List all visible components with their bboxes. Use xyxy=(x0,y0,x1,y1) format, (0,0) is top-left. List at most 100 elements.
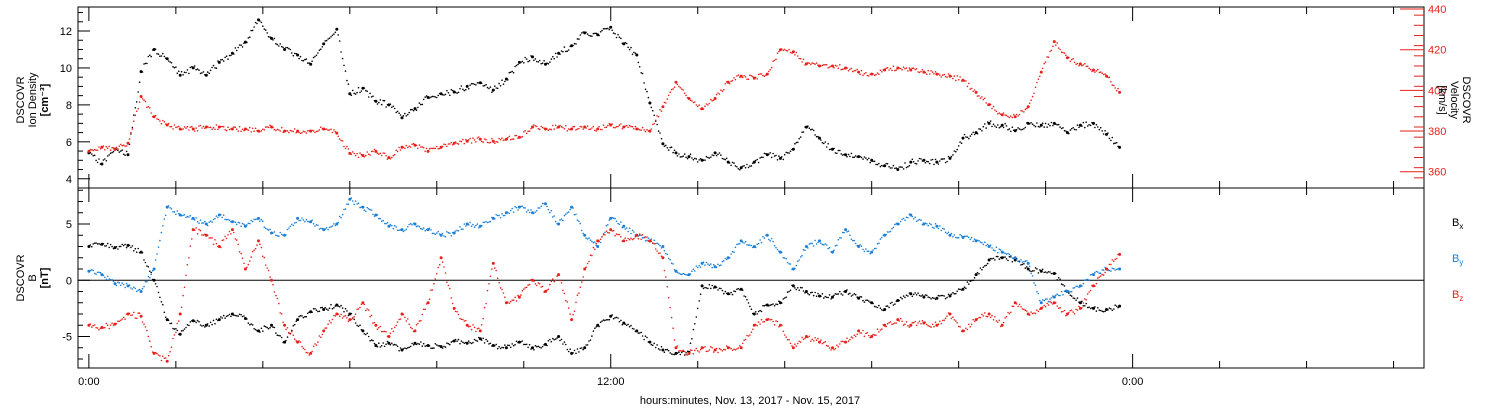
ion-density-sample xyxy=(454,91,457,94)
ion-density-sample xyxy=(1037,125,1040,128)
bz-sample xyxy=(556,275,558,278)
by-sample xyxy=(1089,274,1092,276)
velocity-sample xyxy=(302,130,305,133)
ion-density-sample xyxy=(340,51,342,53)
bz-sample xyxy=(1104,271,1106,274)
bz-point xyxy=(700,346,704,350)
by-sample xyxy=(547,208,550,211)
ion-density-sample xyxy=(315,54,318,57)
by-sample xyxy=(733,251,735,253)
bz-sample xyxy=(1031,312,1034,315)
bz-point xyxy=(674,346,678,350)
bx-sample xyxy=(235,315,238,317)
by-point xyxy=(335,222,339,226)
velocity-sample xyxy=(994,109,996,111)
by-point xyxy=(557,222,561,226)
ion-density-sample xyxy=(443,94,445,96)
bx-sample xyxy=(973,277,976,279)
velocity-sample xyxy=(350,153,353,156)
velocity-sample xyxy=(425,147,428,150)
by-sample xyxy=(263,226,266,228)
bx-sample xyxy=(763,304,766,307)
ion-density-sample xyxy=(630,46,632,49)
velocity-point xyxy=(113,147,117,151)
by-sample xyxy=(798,259,800,261)
bx-sample xyxy=(314,308,316,310)
bz-sample xyxy=(173,334,176,336)
velocity-sample xyxy=(1108,76,1111,79)
ion-density-sample xyxy=(547,63,550,65)
bx-point xyxy=(1052,272,1056,275)
velocity-sample xyxy=(502,139,505,142)
by-sample xyxy=(775,246,777,249)
velocity-sample xyxy=(998,112,1001,114)
bz-sample xyxy=(286,327,289,329)
by-sample xyxy=(317,224,319,227)
velocity-point xyxy=(217,125,221,129)
velocity-sample xyxy=(269,124,271,126)
velocity-sample xyxy=(788,48,790,51)
by-sample xyxy=(807,247,809,249)
ion-density-sample xyxy=(137,91,139,93)
bx-sample xyxy=(230,315,232,318)
ion-density-sample xyxy=(1082,121,1085,124)
bx-sample xyxy=(214,322,216,325)
bz-sample xyxy=(491,268,493,270)
velocity-sample xyxy=(1110,80,1112,83)
bz-sample xyxy=(924,321,927,324)
bz-sample xyxy=(150,345,152,348)
by-sample xyxy=(707,263,709,265)
bx-sample xyxy=(1086,306,1089,309)
by-sample xyxy=(1036,290,1038,293)
bx-sample xyxy=(428,345,431,347)
bx-sample xyxy=(659,349,661,351)
by-point xyxy=(765,233,769,237)
bx-sample xyxy=(1095,310,1098,312)
velocity-sample xyxy=(457,143,460,145)
bz-sample xyxy=(102,327,105,329)
bz-sample xyxy=(782,330,785,333)
ion-density-sample xyxy=(93,154,96,157)
bx-sample xyxy=(750,308,753,311)
bx-point xyxy=(857,296,861,300)
velocity-sample xyxy=(717,92,719,94)
by-sample xyxy=(926,223,928,225)
by-sample xyxy=(762,236,764,238)
ion-density-sample xyxy=(973,133,976,136)
by-sample xyxy=(546,205,548,208)
ion-density-sample xyxy=(307,62,309,64)
by-sample xyxy=(315,224,318,226)
bz-sample xyxy=(628,238,631,241)
bz-point xyxy=(896,318,900,322)
by-sample xyxy=(195,217,197,219)
bx-sample xyxy=(109,243,112,246)
bx-sample xyxy=(921,294,924,296)
ion-density-sample xyxy=(111,151,113,154)
ion-density-sample xyxy=(463,89,466,92)
bz-sample xyxy=(483,306,486,309)
bz-sample xyxy=(1078,305,1080,308)
by-sample xyxy=(650,238,653,240)
ion-density-sample xyxy=(959,141,961,143)
bx-sample xyxy=(823,297,825,299)
bx-sample xyxy=(133,250,135,252)
bz-sample xyxy=(1084,298,1086,300)
velocity-sample xyxy=(536,125,538,128)
bz-sample xyxy=(301,345,303,348)
bz-sample xyxy=(209,237,212,239)
ion-density-sample xyxy=(802,131,805,133)
by-sample xyxy=(843,231,845,234)
ion-density-sample xyxy=(550,58,553,60)
velocity-sample xyxy=(541,126,544,129)
bz-sample xyxy=(376,328,379,331)
bx-sample xyxy=(939,295,941,297)
bx-sample xyxy=(588,340,590,342)
by-sample xyxy=(1114,269,1116,271)
ion-density-sample xyxy=(739,168,741,171)
velocity-sample xyxy=(718,93,721,95)
velocity-sample xyxy=(554,124,557,127)
bz-sample xyxy=(385,331,387,333)
bx-sample xyxy=(617,317,619,319)
ion-density-sample xyxy=(947,155,950,158)
velocity-series xyxy=(87,40,1122,160)
